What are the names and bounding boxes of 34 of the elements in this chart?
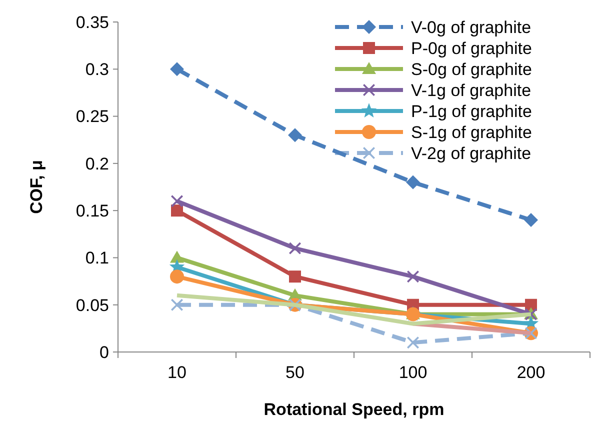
- point: [289, 242, 301, 254]
- point: [288, 128, 302, 142]
- x-tick-label: 50: [286, 363, 304, 382]
- y-tick-label: 0: [100, 342, 109, 362]
- y-tick-label: 0.15: [76, 202, 109, 221]
- point: [170, 62, 184, 76]
- legend-label: S-1g of graphite: [411, 122, 532, 142]
- legend-label: V-2g of graphite: [411, 144, 532, 163]
- y-tick-label: 0.2: [85, 154, 109, 174]
- legend-label: V-0g of graphite: [411, 18, 532, 37]
- y-tick-label: 0.05: [76, 296, 109, 315]
- y-tick-label: 0.35: [76, 12, 109, 32]
- point: [406, 175, 420, 190]
- x-axis-title: Rotational Speed, rpm: [264, 400, 444, 419]
- y-tick-label: 0.1: [85, 248, 109, 268]
- point: [170, 270, 184, 284]
- legend-label: S-0g of graphite: [411, 60, 532, 79]
- point: [407, 336, 419, 349]
- point: [407, 270, 419, 283]
- y-tick-label: 0.25: [76, 107, 109, 126]
- y-axis-title: COF, μ: [27, 160, 46, 214]
- x-tick-label: 100: [398, 363, 428, 382]
- point: [171, 195, 183, 208]
- point: [171, 204, 183, 217]
- point: [171, 298, 183, 311]
- legend-label: P-0g of graphite: [411, 38, 532, 58]
- y-tick-label: 0.3: [85, 60, 109, 80]
- point: [170, 250, 184, 263]
- point: [289, 270, 301, 283]
- legend-label: P-1g of graphite: [411, 102, 532, 121]
- point: [524, 213, 538, 227]
- legend-label: V-1g of graphite: [411, 80, 532, 100]
- x-tick-label: 200: [516, 363, 546, 382]
- x-tick-label: 10: [168, 363, 186, 382]
